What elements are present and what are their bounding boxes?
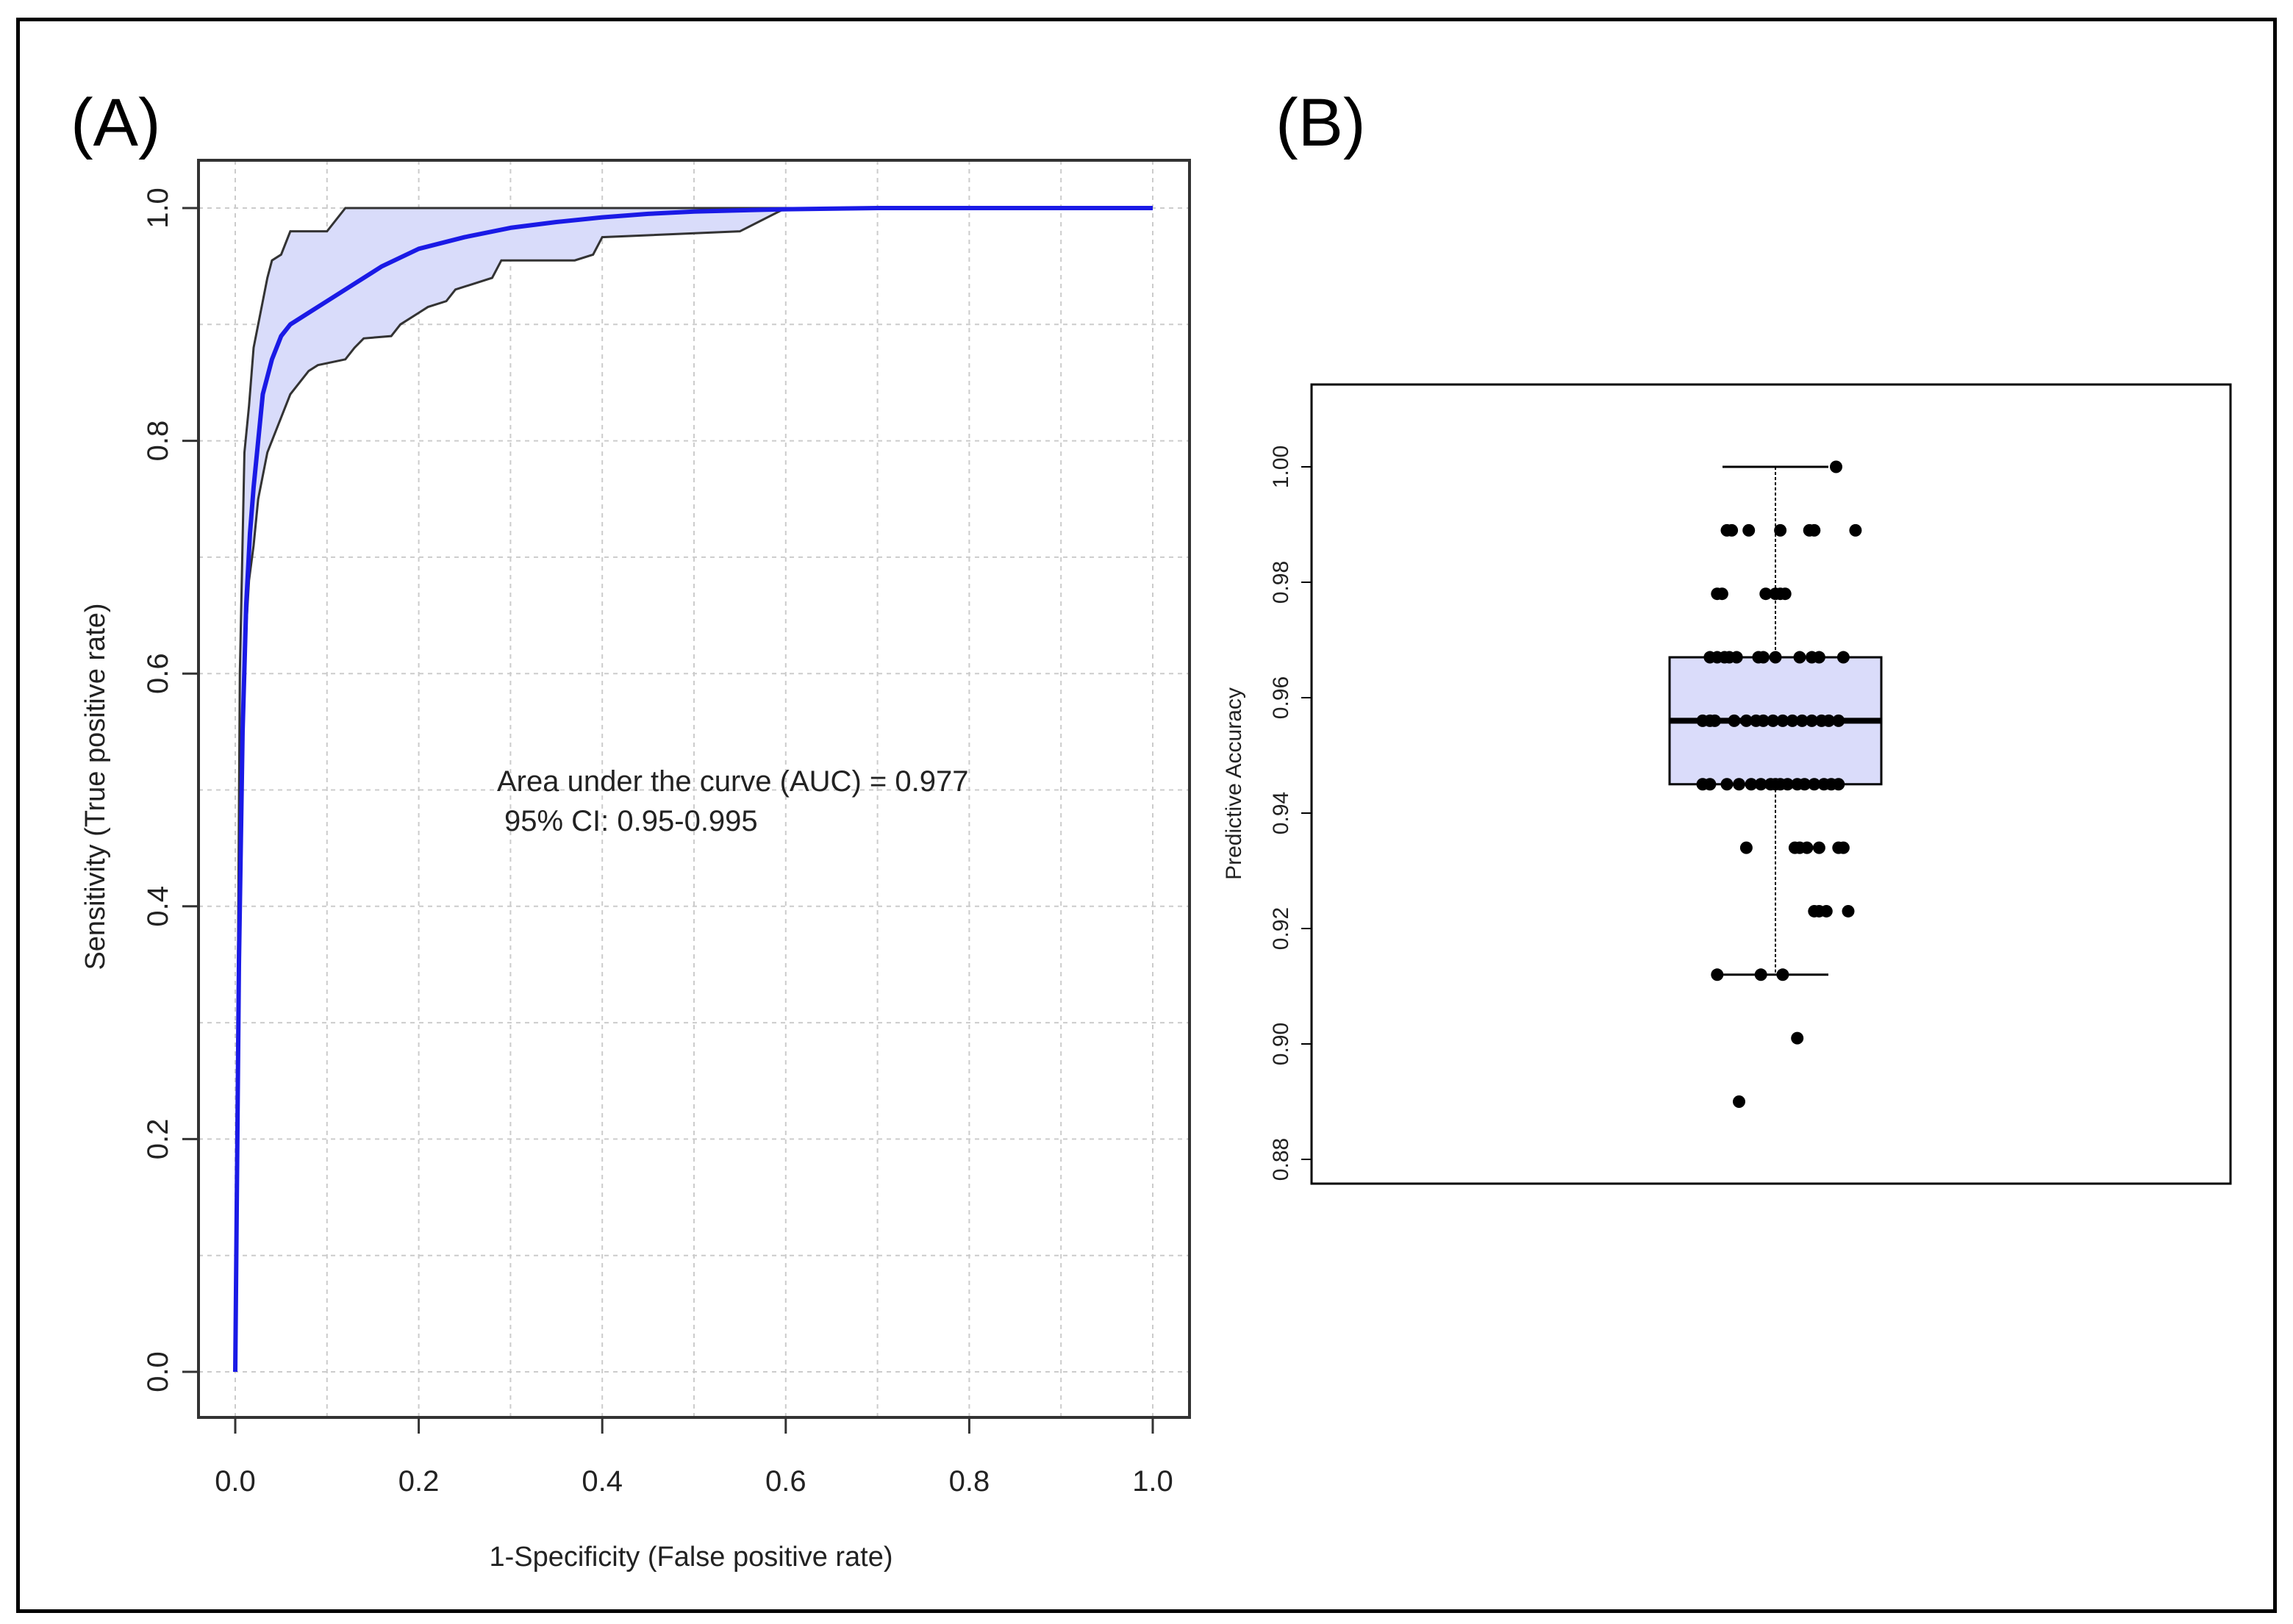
boxplot-y-tick-label: 0.96 — [1269, 676, 1293, 719]
roc-x-tick-label: 0.2 — [398, 1465, 440, 1498]
data-point — [1774, 523, 1787, 537]
data-point — [1808, 523, 1821, 537]
roc-lines — [233, 206, 1153, 1373]
accuracy-boxplot: 0.88 0.90 0.92 0.94 0.96 0.98 1.00 Predictive … — [1222, 383, 2232, 1185]
data-point — [1754, 968, 1767, 981]
ci-upper-line — [234, 207, 1153, 1373]
ci-lower-line — [234, 207, 1153, 1373]
panel-label-a: (A) — [71, 85, 161, 160]
data-point — [1757, 651, 1770, 664]
data-point — [1739, 714, 1753, 727]
roc-y-tick-label: 0.2 — [142, 1119, 174, 1160]
data-point — [1703, 778, 1717, 791]
data-point — [1757, 714, 1770, 727]
ci-annotation: 95% CI: 0.95-0.995 — [504, 805, 758, 837]
roc-x-tick-label: 0.6 — [765, 1465, 806, 1498]
data-point — [1836, 651, 1850, 664]
data-point — [1767, 714, 1780, 727]
roc-chart: 0.0 0.2 0.4 0.6 0.8 1.0 0.0 0.2 0.4 0.6 0.8 1.0 Ar… — [80, 159, 1191, 1573]
data-point — [1709, 714, 1721, 727]
boxplot-y-tick-label: 1.00 — [1269, 446, 1293, 488]
boxplot-y-tick-label: 0.98 — [1269, 561, 1293, 604]
roc-y-tick-label: 0.6 — [142, 653, 174, 694]
roc-x-tick-label: 0.0 — [215, 1465, 256, 1498]
data-point — [1832, 714, 1845, 727]
data-point — [1781, 778, 1794, 791]
data-point — [1733, 778, 1745, 791]
data-point — [1830, 460, 1842, 473]
roc-x-axis-title: 1-Specificity (False positive rate) — [489, 1542, 892, 1573]
data-point — [1759, 587, 1772, 601]
roc-x-tick-label: 0.8 — [949, 1465, 990, 1498]
panel-label-b: (B) — [1276, 85, 1366, 160]
roc-x-tick-label: 0.4 — [582, 1465, 623, 1498]
roc-y-axis-title: Sensitivity (True positive rate) — [80, 603, 111, 970]
data-point — [1832, 778, 1845, 791]
data-point — [1778, 587, 1792, 601]
data-point — [1739, 841, 1753, 854]
roc-plot-frame — [197, 159, 1191, 1419]
data-point — [1733, 1095, 1745, 1108]
data-point — [1822, 714, 1836, 727]
boxplot-points — [1696, 460, 1862, 1108]
data-point — [1711, 968, 1724, 981]
data-point — [1842, 904, 1855, 917]
roc-y-tick-label: 0.0 — [142, 1351, 174, 1392]
data-point — [1715, 587, 1728, 601]
data-point — [1812, 841, 1825, 854]
roc-x-tick-label: 1.0 — [1132, 1465, 1173, 1498]
boxplot-y-tick-label: 0.90 — [1269, 1023, 1293, 1065]
data-point — [1769, 651, 1782, 664]
data-point — [1798, 778, 1811, 791]
boxplot-y-tick-label: 0.92 — [1269, 907, 1293, 950]
data-point — [1812, 651, 1825, 664]
data-point — [1776, 714, 1789, 727]
roc-curve-line — [233, 206, 1153, 1373]
data-point — [1806, 714, 1818, 727]
roc-confidence-band — [235, 208, 1153, 1372]
roc-y-tick-label: 0.8 — [142, 421, 174, 462]
data-point — [1800, 841, 1814, 854]
boxplot-y-tick-label: 0.88 — [1269, 1138, 1293, 1181]
roc-y-tick-label: 0.4 — [142, 886, 174, 927]
data-point — [1808, 778, 1821, 791]
data-point — [1820, 904, 1833, 917]
data-point — [1730, 651, 1743, 664]
data-point — [1795, 714, 1809, 727]
boxplot-y-axis: 0.88 0.90 0.92 0.94 0.96 0.98 1.00 — [1269, 446, 1312, 1181]
data-point — [1776, 968, 1789, 981]
data-point — [1791, 1031, 1804, 1045]
data-point — [1745, 778, 1758, 791]
boxplot-y-tick-label: 0.94 — [1269, 792, 1293, 834]
roc-y-ticks: 0.0 0.2 0.4 0.6 0.8 1.0 — [142, 187, 198, 1392]
figure-frame — [16, 18, 2277, 1613]
data-point — [1836, 841, 1850, 854]
data-point — [1742, 523, 1756, 537]
auc-annotation: Area under the curve (AUC) = 0.977 — [497, 765, 968, 798]
data-point — [1793, 651, 1806, 664]
data-point — [1725, 523, 1739, 537]
data-point — [1849, 523, 1862, 537]
data-point — [1728, 714, 1741, 727]
data-point — [1786, 714, 1799, 727]
data-point — [1720, 778, 1734, 791]
boxplot-y-axis-title: Predictive Accuracy — [1222, 687, 1246, 880]
roc-y-tick-label: 1.0 — [142, 187, 174, 229]
data-point — [1754, 778, 1767, 791]
ci-band-fill — [235, 208, 1153, 1372]
roc-x-ticks: 0.0 0.2 0.4 0.6 0.8 1.0 — [215, 1417, 1173, 1498]
